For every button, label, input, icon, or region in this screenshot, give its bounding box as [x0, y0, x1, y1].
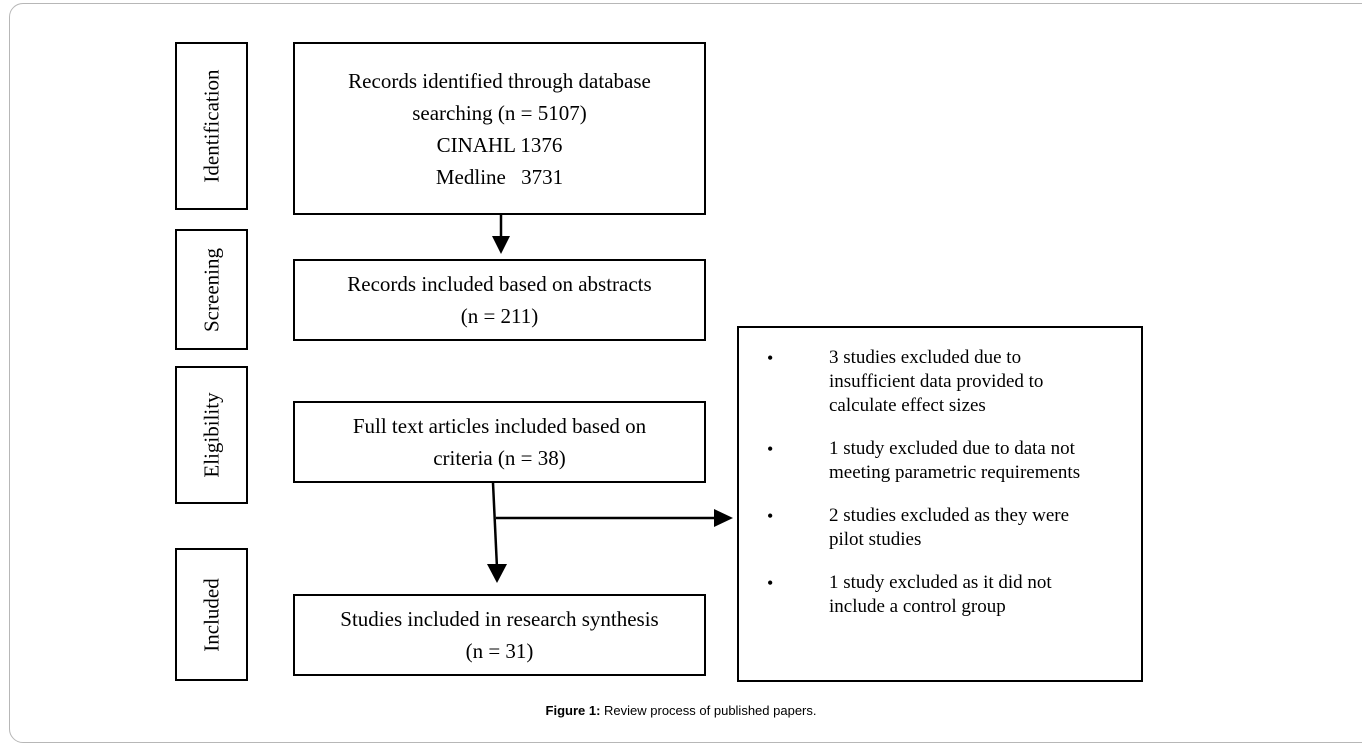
- phase-identification-label: Identification: [199, 69, 223, 183]
- exclusion-line1: 2 studies excluded as they were: [829, 505, 1070, 526]
- exclusions-box: • 3 studies excluded due to insufficient…: [737, 326, 1143, 682]
- records-identified-box: Records identified through database sear…: [293, 42, 706, 215]
- exclusions-list: • 3 studies excluded due to insufficient…: [739, 346, 1141, 638]
- phase-included-label: Included: [199, 577, 223, 652]
- caption-label: Figure 1:: [545, 703, 601, 718]
- medline-row: Medline 3731: [436, 161, 563, 193]
- records-identified-line1: Records identified through database: [348, 68, 651, 93]
- synthesis-line1: Studies included in research synthesis: [340, 607, 659, 631]
- abstracts-line1: Records included based on abstracts: [347, 272, 652, 296]
- phase-eligibility: Eligibility: [175, 366, 248, 504]
- full-text-line1: Full text articles included based on: [352, 414, 647, 438]
- cinahl-row: CINAHL 1376: [437, 129, 563, 161]
- abstracts-box: Records included based on abstracts (n =…: [293, 259, 706, 341]
- full-text-box: Full text articles included based on cri…: [293, 401, 706, 483]
- synthesis-line2: (n = 31): [465, 639, 534, 663]
- bullet-icon: •: [767, 573, 774, 593]
- exclusion-item: • 3 studies excluded due to insufficient…: [739, 346, 1141, 418]
- medline-label: Medline: [435, 164, 506, 189]
- caption-text: Review process of published papers.: [600, 703, 817, 718]
- exclusion-item: • 1 study excluded due to data not meeti…: [739, 437, 1141, 485]
- full-text-line2: criteria (n = 38): [433, 446, 566, 470]
- phase-screening-label: Screening: [199, 247, 223, 332]
- cinahl-value: 1376: [520, 132, 563, 157]
- phase-included: Included: [175, 548, 248, 681]
- synthesis-box: Studies included in research synthesis (…: [293, 594, 706, 676]
- exclusion-line2: pilot studies: [829, 529, 922, 550]
- records-identified-line2: searching (n = 5107): [412, 100, 587, 125]
- medline-value: 3731: [521, 164, 564, 189]
- bullet-icon: •: [767, 506, 774, 526]
- phase-identification: Identification: [175, 42, 248, 210]
- bullet-icon: •: [767, 439, 774, 459]
- exclusion-line1: 1 study excluded due to data not: [829, 438, 1075, 459]
- exclusion-item: • 2 studies excluded as they were pilot …: [739, 504, 1141, 552]
- abstracts-line2: (n = 211): [460, 304, 539, 328]
- exclusion-line1: 3 studies excluded due to: [829, 347, 1022, 368]
- bullet-icon: •: [767, 348, 774, 368]
- exclusion-line2: include a control group: [829, 596, 1006, 617]
- exclusion-line1: 1 study excluded as it did not: [829, 572, 1052, 593]
- phase-screening: Screening: [175, 229, 248, 350]
- cinahl-label: CINAHL: [436, 132, 516, 157]
- exclusion-line2: meeting parametric requirements: [829, 462, 1081, 483]
- exclusion-line2: insufficient data provided to: [829, 371, 1044, 392]
- exclusion-item: • 1 study excluded as it did not include…: [739, 571, 1141, 619]
- phase-eligibility-label: Eligibility: [199, 392, 223, 478]
- exclusion-line3: calculate effect sizes: [829, 395, 986, 416]
- figure-caption: Figure 1: Review process of published pa…: [0, 703, 1362, 718]
